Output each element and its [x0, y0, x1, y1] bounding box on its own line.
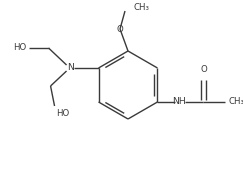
Text: NH: NH: [173, 98, 186, 107]
Text: N: N: [67, 63, 74, 72]
Text: CH₃: CH₃: [133, 2, 149, 11]
Text: O: O: [117, 25, 123, 34]
Text: HO: HO: [13, 43, 26, 52]
Text: HO: HO: [57, 109, 70, 118]
Text: CH₃: CH₃: [228, 98, 243, 107]
Text: O: O: [200, 65, 207, 74]
